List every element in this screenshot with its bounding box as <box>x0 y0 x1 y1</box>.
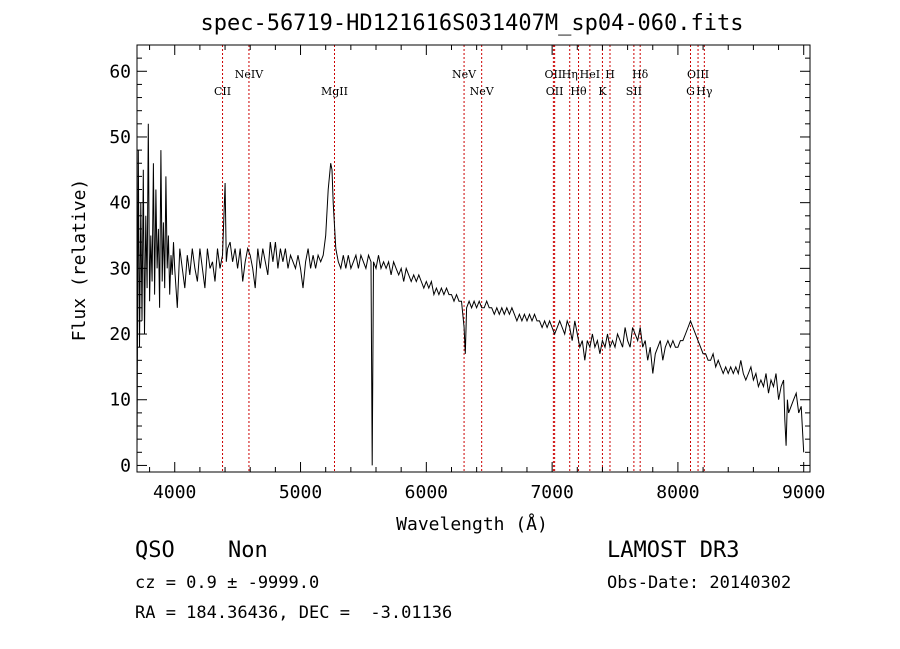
axis-ticks <box>137 45 810 472</box>
spectral-line-label: NeV <box>452 68 477 81</box>
spectral-line-label: NeV <box>470 85 495 98</box>
spectral-line-label: OII <box>546 85 564 98</box>
object-subclass: Non <box>228 538 268 563</box>
tick-labels: 4000 5000 6000 7000 8000 9000 0 10 20 30 40 50 60 <box>109 61 825 503</box>
spectral-line-label: G <box>686 85 695 98</box>
spectral-line-label: HeI <box>580 68 600 81</box>
object-class: QSO <box>135 538 175 563</box>
x-tick-label: 5000 <box>279 482 322 503</box>
spectrum-series-line <box>136 123 805 466</box>
y-tick-label: 50 <box>109 127 131 148</box>
plot-frame <box>136 44 811 473</box>
ra-dec-coordinates: RA = 184.36436, DEC = -3.01136 <box>135 603 453 623</box>
redshift-cz: cz = 0.9 ± -9999.0 <box>135 573 320 593</box>
observation-date: Obs-Date: 20140302 <box>607 573 792 593</box>
y-tick-label: 10 <box>109 390 131 411</box>
spectral-line-label: OII <box>545 68 563 81</box>
spectral-line-markers <box>222 45 705 472</box>
spectral-line-label: H <box>605 68 615 81</box>
y-axis-label: Flux (relative) <box>69 179 90 342</box>
spectral-line-label: OIII <box>687 68 709 81</box>
y-tick-label: 60 <box>109 61 131 82</box>
spectral-line-labels: CIINeIVMgIINeVNeVOIIOIIHηHθHeIKHSIIHδGOI… <box>214 68 713 98</box>
x-tick-label: 6000 <box>405 482 448 503</box>
spectral-line-label: Hγ <box>696 85 713 98</box>
chart-title: spec-56719-HD121616S031407M_sp04-060.fit… <box>200 11 743 36</box>
spectral-line-label: Hθ <box>570 85 587 98</box>
survey-name: LAMOST DR3 <box>607 538 740 563</box>
y-tick-label: 40 <box>109 193 131 214</box>
spectral-line-label: MgII <box>321 85 348 98</box>
spectral-line-label: NeIV <box>235 68 264 81</box>
spectral-line-label: Hη <box>562 68 578 81</box>
y-tick-label: 20 <box>109 324 131 345</box>
spectral-line-label: CII <box>214 85 231 98</box>
x-tick-label: 4000 <box>153 482 196 503</box>
x-tick-label: 8000 <box>656 482 699 503</box>
spectral-line-label: SII <box>626 85 642 98</box>
spectral-line-label: Hδ <box>632 68 649 81</box>
x-axis-label: Wavelength (Å) <box>396 513 548 535</box>
x-tick-label: 9000 <box>782 482 825 503</box>
y-tick-label: 0 <box>120 455 131 476</box>
y-tick-label: 30 <box>109 258 131 279</box>
spectral-line-label: K <box>598 85 607 98</box>
x-tick-label: 7000 <box>530 482 573 503</box>
